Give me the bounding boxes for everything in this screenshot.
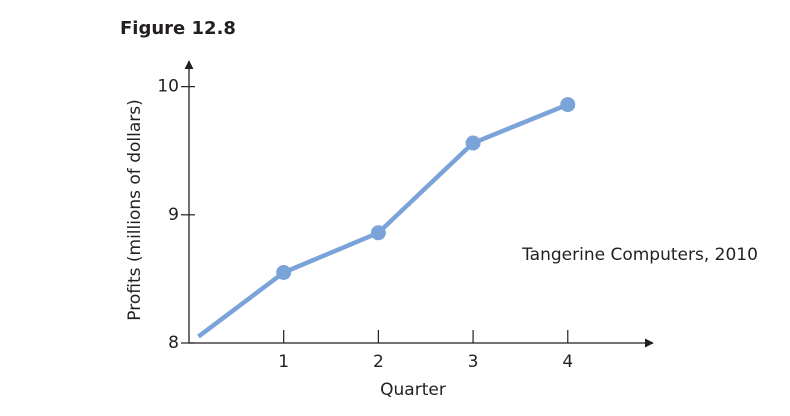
line	[197, 102, 569, 339]
y-tick-label: 8	[168, 333, 179, 353]
x-tick-label: 4	[562, 352, 573, 372]
annotation: Tangerine Computers, 2010	[521, 245, 758, 265]
point	[465, 135, 481, 151]
point	[370, 225, 386, 241]
y-tick-label: 10	[157, 77, 179, 97]
x-tick-label: 2	[373, 352, 384, 372]
x-tick-label: 1	[278, 352, 289, 372]
point	[560, 97, 576, 113]
y-axis-label: Profits (millions of dollars)	[125, 99, 145, 320]
y-tick-label: 9	[168, 205, 179, 225]
x-tick-label: 3	[468, 352, 479, 372]
point	[276, 265, 292, 280]
chart-title: Figure 12.8	[120, 18, 236, 39]
x-axis-label: Quarter	[380, 380, 446, 400]
